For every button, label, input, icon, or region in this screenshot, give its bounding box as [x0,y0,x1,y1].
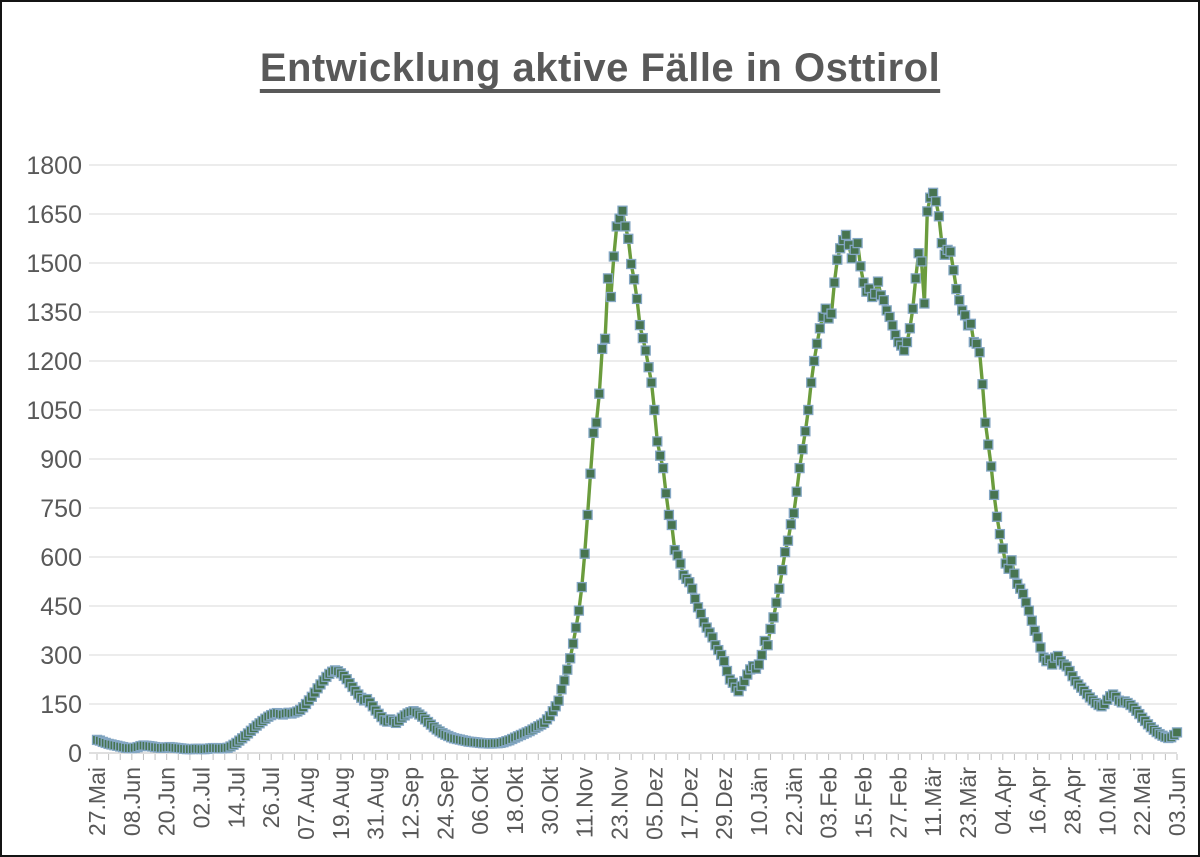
chart-title-text: Entwicklung aktive Fälle in Osttirol [259,46,941,90]
svg-text:12.Sep: 12.Sep [398,767,424,840]
svg-text:14.Jul: 14.Jul [223,767,249,828]
svg-text:03.Jun: 03.Jun [1164,767,1190,836]
series-markers [91,187,1183,755]
svg-text:30.Okt: 30.Okt [537,766,563,834]
x-axis-labels: 27.Mai 08.Jun 20.Jun 02.Jul 14.Jul 26.Jul 07.A… [84,766,1190,840]
svg-text:150: 150 [40,691,82,719]
svg-text:1200: 1200 [26,348,82,376]
svg-text:07.Aug: 07.Aug [293,767,319,840]
svg-text:27.Feb: 27.Feb [885,767,911,839]
svg-text:31.Aug: 31.Aug [363,767,389,840]
svg-text:16.Apr: 16.Apr [1025,767,1051,835]
svg-text:02.Jul: 02.Jul [189,767,215,828]
svg-text:15.Feb: 15.Feb [850,767,876,839]
svg-text:600: 600 [40,544,82,572]
svg-text:300: 300 [40,642,82,670]
chart-title: Entwicklung aktive Fälle in Osttirol [2,46,1198,91]
svg-text:04.Apr: 04.Apr [990,767,1016,835]
svg-text:27.Mai: 27.Mai [84,767,110,836]
svg-text:03.Feb: 03.Feb [816,767,842,839]
svg-text:22.Mai: 22.Mai [1129,767,1155,836]
svg-text:29.Dez: 29.Dez [711,767,737,840]
svg-text:10.Jän: 10.Jän [746,767,772,836]
svg-text:28.Apr: 28.Apr [1059,767,1085,835]
svg-text:17.Dez: 17.Dez [676,767,702,840]
svg-text:23.Mär: 23.Mär [955,767,981,839]
y-gridlines [89,164,1177,754]
svg-text:05.Dez: 05.Dez [641,767,667,840]
svg-text:10.Mai: 10.Mai [1094,767,1120,836]
svg-text:06.Okt: 06.Okt [467,766,493,834]
svg-text:18.Okt: 18.Okt [502,766,528,834]
svg-text:26.Jul: 26.Jul [258,767,284,828]
svg-text:11.Nov: 11.Nov [572,767,598,839]
svg-text:11.Mär: 11.Mär [920,767,946,837]
svg-text:750: 750 [40,495,82,523]
svg-text:1050: 1050 [26,397,82,425]
svg-text:1350: 1350 [26,299,82,327]
svg-text:23.Nov: 23.Nov [607,767,633,840]
svg-text:0: 0 [68,740,82,768]
svg-text:1500: 1500 [26,250,82,278]
svg-text:19.Aug: 19.Aug [328,767,354,840]
svg-text:08.Jun: 08.Jun [119,767,145,836]
svg-text:24.Sep: 24.Sep [432,767,458,840]
svg-text:450: 450 [40,593,82,621]
svg-text:1650: 1650 [26,201,82,229]
svg-text:900: 900 [40,446,82,474]
svg-text:22.Jän: 22.Jän [781,767,807,836]
svg-text:20.Jun: 20.Jun [154,767,180,836]
svg-text:1800: 1800 [26,152,82,180]
x-axis-ticks [96,754,1178,760]
y-axis-labels: 0 150 300 450 600 750 900 1050 1200 1350 1500 1650 1… [26,152,82,768]
